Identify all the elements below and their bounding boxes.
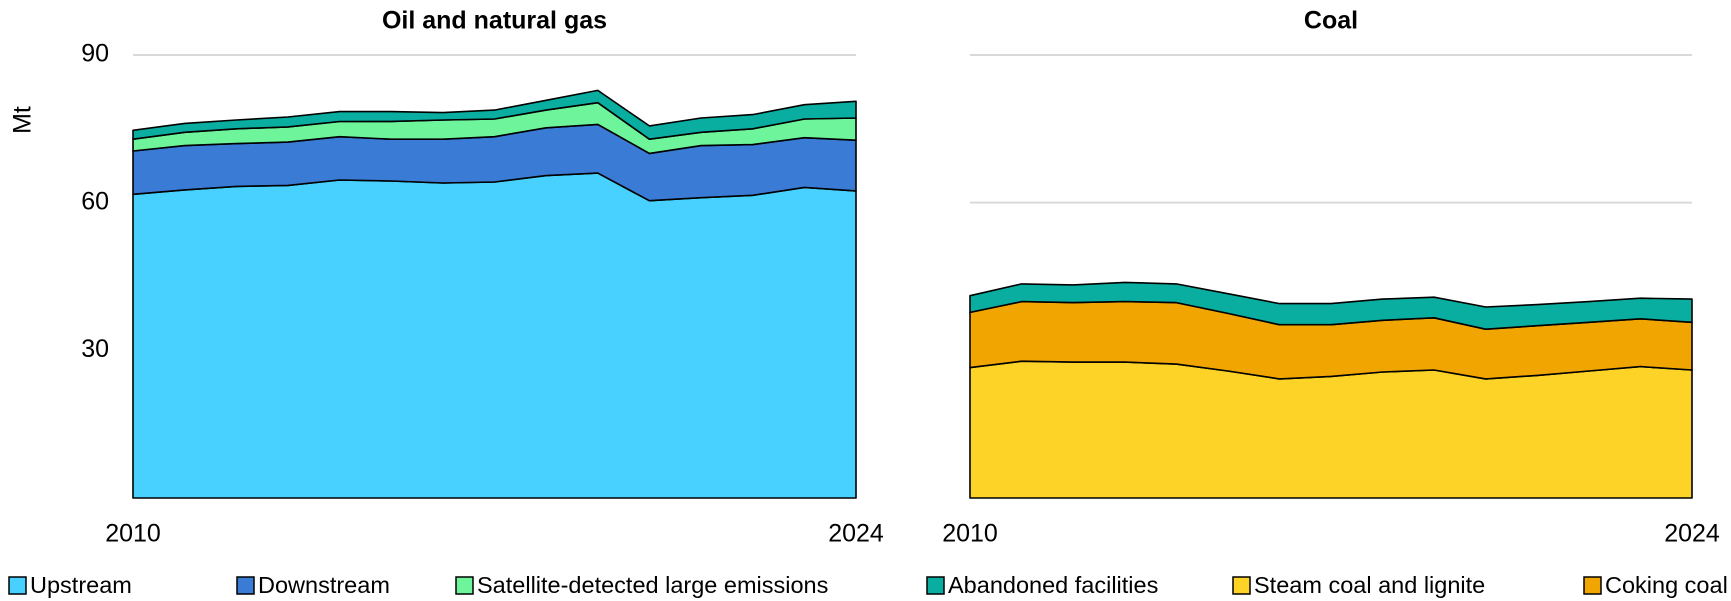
area	[132, 172, 857, 499]
y-tick-label: 90	[81, 40, 109, 68]
chart-title: Oil and natural gas	[382, 7, 607, 35]
y-axis-label: Mt	[9, 106, 37, 134]
x-tick-label: 2024	[828, 520, 884, 548]
legend-label: Satellite-detected large emissions	[477, 572, 828, 598]
x-tick-label: 2010	[942, 520, 998, 548]
legend-swatch	[8, 576, 27, 595]
y-tick-label: 30	[81, 335, 109, 363]
y-tick-label: 60	[81, 187, 109, 215]
legend-swatch	[926, 576, 945, 595]
legend-swatch	[236, 576, 255, 595]
area	[969, 281, 1693, 331]
legend-swatch	[1583, 576, 1602, 595]
legend-label: Coking coal	[1605, 572, 1728, 598]
x-tick-label: 2010	[105, 520, 161, 548]
chart-title: Coal	[1304, 7, 1358, 35]
legend-label: Downstream	[258, 572, 390, 598]
legend-label: Abandoned facilities	[948, 572, 1158, 598]
legend-swatch	[1232, 576, 1251, 595]
x-tick-label: 2024	[1664, 520, 1720, 548]
area	[969, 360, 1693, 499]
legend-label: Upstream	[30, 572, 132, 598]
legend-label: Steam coal and lignite	[1254, 572, 1485, 598]
legend-swatch	[455, 576, 474, 595]
area	[132, 89, 857, 140]
